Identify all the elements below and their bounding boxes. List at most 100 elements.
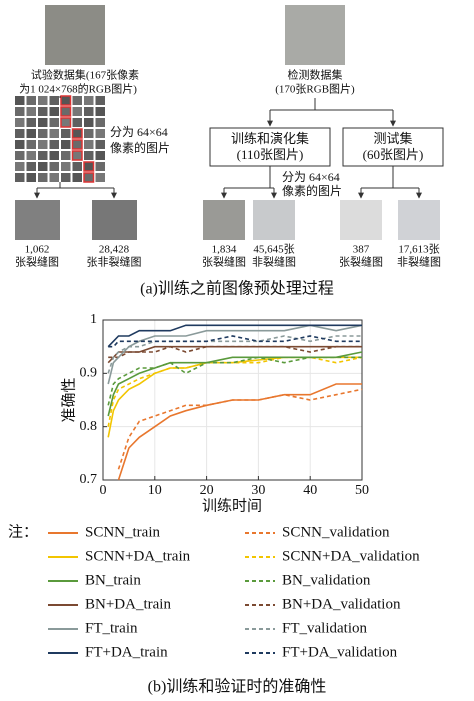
patch (96, 129, 106, 138)
legend-label: FT_validation (282, 620, 367, 636)
patch (61, 96, 71, 105)
label: 非裂缝图 (252, 255, 296, 269)
legend-label: FT_train (85, 620, 138, 636)
line (108, 357, 362, 405)
x-axis-label: 训练时间 (202, 497, 262, 514)
patch (50, 162, 60, 171)
label: 检测数据集 (288, 68, 343, 82)
patch (96, 140, 106, 149)
patch (84, 107, 94, 116)
legend-label: SCNN_train (85, 524, 161, 540)
patch (27, 129, 37, 138)
legend-label: BN_validation (282, 572, 371, 588)
patch (38, 162, 48, 171)
label: 像素的图片 (282, 183, 342, 198)
y-tick-label: 0.7 (80, 472, 98, 487)
label: 张裂缝图 (202, 255, 246, 269)
patch (84, 162, 94, 171)
label: 非裂缝图 (397, 255, 441, 269)
patch (38, 151, 48, 160)
label: 试验数据集(167张像素 (31, 68, 139, 82)
label: 张裂缝图 (339, 255, 383, 269)
image (15, 200, 60, 240)
image (398, 200, 440, 240)
y-tick-label: 0.9 (80, 366, 98, 381)
label: 1,834 (212, 244, 237, 256)
image (253, 200, 295, 240)
patch (84, 118, 94, 127)
patch (38, 129, 48, 138)
patch (96, 151, 106, 160)
patch (50, 129, 60, 138)
patch (73, 118, 83, 127)
patch (27, 107, 37, 116)
patch (27, 162, 37, 171)
label: (110张图片) (237, 147, 304, 162)
legend-label: SCNN_validation (282, 524, 390, 540)
label: 28,428 (99, 244, 130, 256)
legend-label: BN+DA_train (85, 596, 171, 612)
patch (61, 162, 71, 171)
patch (15, 151, 25, 160)
image (203, 200, 245, 240)
label: 分为 64×64 (282, 170, 340, 184)
patch (38, 96, 48, 105)
patch (38, 118, 48, 127)
label: 为1 024×768的RGB图片) (19, 82, 137, 96)
patch (96, 173, 106, 182)
label: 45,645张 (253, 243, 294, 256)
patch (27, 118, 37, 127)
legend-label: SCNN+DA_validation (282, 548, 420, 564)
image (285, 5, 345, 65)
label: 张非裂缝图 (87, 255, 142, 269)
patch (84, 129, 94, 138)
patch (84, 96, 94, 105)
label: 张裂缝图 (15, 255, 59, 269)
patch (27, 173, 37, 182)
legend-label: SCNN+DA_train (85, 548, 191, 564)
legend-label: FT+DA_validation (282, 644, 398, 660)
patch (38, 107, 48, 116)
patch (61, 129, 71, 138)
patch (50, 107, 60, 116)
patch (61, 173, 71, 182)
line (108, 347, 362, 358)
image (45, 5, 105, 65)
patch (27, 140, 37, 149)
patch (84, 151, 94, 160)
patch (27, 96, 37, 105)
patch (96, 107, 106, 116)
patch (50, 96, 60, 105)
patch (38, 173, 48, 182)
y-tick-label: 1 (90, 312, 97, 327)
patch-grid (15, 96, 105, 182)
patch (61, 107, 71, 116)
patch (15, 107, 25, 116)
legend-title: 注： (8, 523, 38, 540)
label: 分为 64×64 (110, 125, 168, 139)
patch (50, 140, 60, 149)
x-tick-label: 20 (200, 483, 214, 498)
patch (15, 129, 25, 138)
caption: (b)训练和验证时的准确性 (148, 678, 327, 696)
patch (50, 173, 60, 182)
label: 训练和演化集 (231, 131, 309, 146)
legend-label: BN+DA_validation (282, 596, 401, 612)
patch (15, 173, 25, 182)
patch (84, 140, 94, 149)
patch (73, 140, 83, 149)
patch (15, 96, 25, 105)
label: 387 (353, 244, 370, 256)
x-tick-label: 0 (100, 483, 107, 498)
x-tick-label: 30 (251, 483, 265, 498)
patch (73, 96, 83, 105)
patch (15, 118, 25, 127)
patch (15, 162, 25, 171)
x-tick-label: 40 (303, 483, 317, 498)
patch (96, 162, 106, 171)
caption: (a)训练之前图像预处理过程 (140, 280, 334, 298)
x-tick-label: 50 (355, 483, 369, 498)
label: (60张图片) (363, 147, 424, 162)
patch (61, 118, 71, 127)
